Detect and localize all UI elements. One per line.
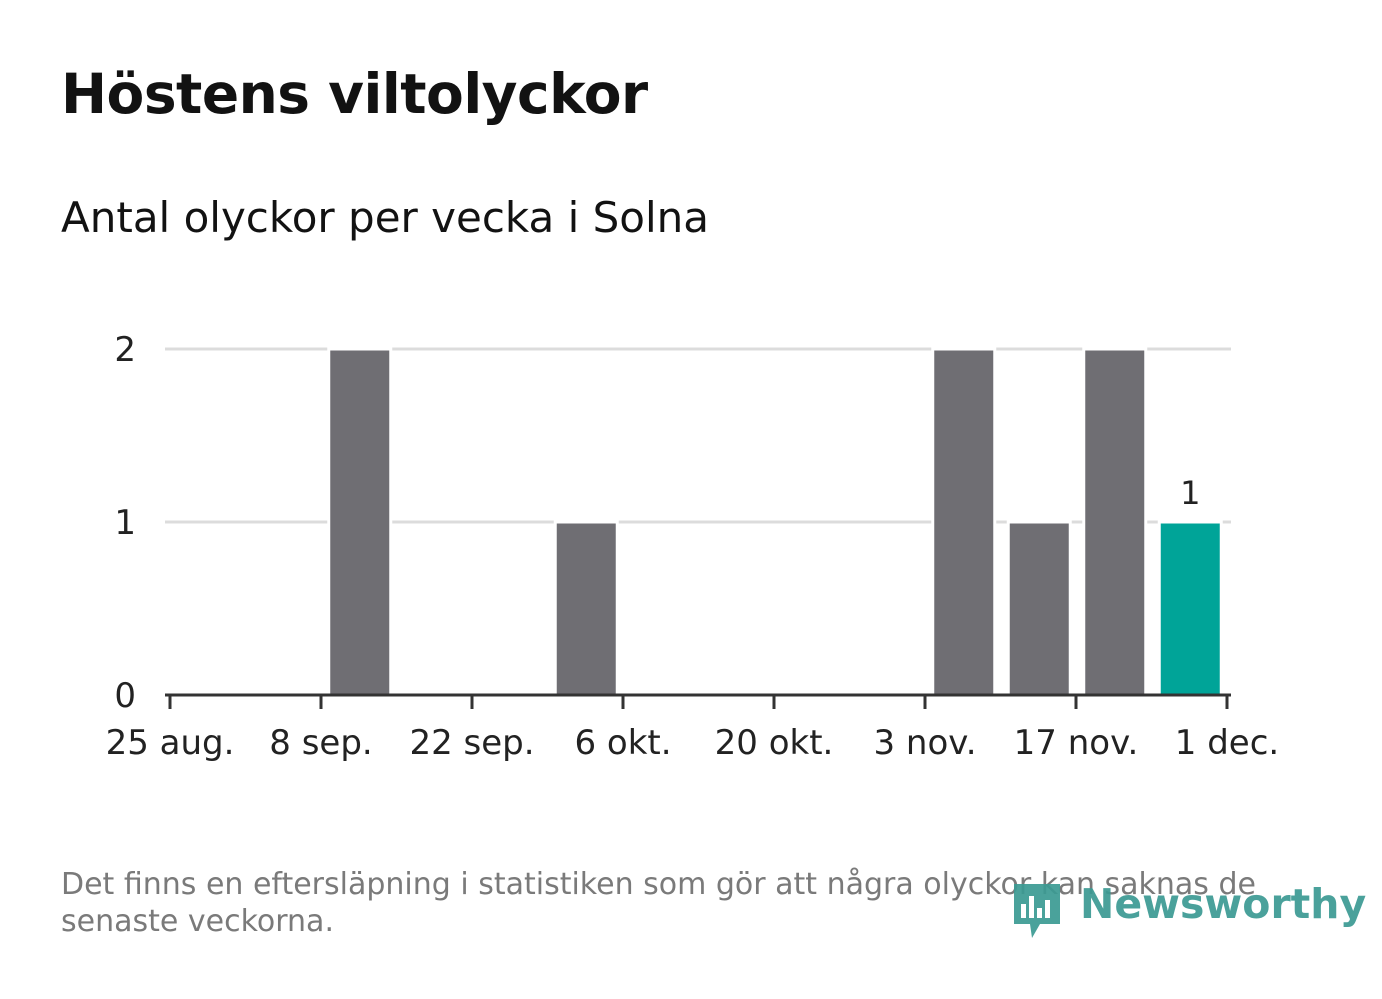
x-tick-label: 17 nov. [1014, 723, 1139, 763]
x-tick-label: 3 nov. [873, 723, 976, 763]
logo-text: Newsworthy [1080, 880, 1367, 928]
bar [327, 347, 393, 697]
x-tick-label: 1 dec. [1175, 723, 1279, 763]
y-tick-label: 1 [114, 503, 136, 543]
newsworthy-logo: Newsworthy [1010, 878, 1366, 942]
x-axis: 25 aug. 8 sep. 22 sep. 6 okt. 20 okt. 3 nov. 1… [106, 693, 1279, 763]
y-tick-label: 2 [114, 330, 136, 370]
x-tick-label: 8 sep. [269, 723, 372, 763]
x-tick-label: 25 aug. [106, 723, 235, 763]
y-tick-label: 0 [114, 676, 136, 716]
chart-title: Höstens viltolyckor [61, 62, 648, 126]
bar [1157, 520, 1223, 697]
bar [1082, 347, 1148, 697]
bar [553, 520, 619, 697]
y-axis-labels: 0 1 2 [114, 330, 136, 716]
bar [931, 347, 997, 697]
bar [1006, 520, 1072, 697]
data-labels: 1 [1180, 474, 1200, 512]
gridlines [165, 347, 1231, 524]
data-label: 1 [1180, 474, 1200, 512]
chart-subtitle: Antal olyckor per vecka i Solna [61, 193, 710, 242]
x-tick-label: 6 okt. [574, 723, 671, 763]
x-tick-label: 22 sep. [409, 723, 534, 763]
bars [327, 347, 1223, 697]
x-tick-label: 20 okt. [715, 723, 834, 763]
newsworthy-bar-icon [1014, 884, 1060, 938]
